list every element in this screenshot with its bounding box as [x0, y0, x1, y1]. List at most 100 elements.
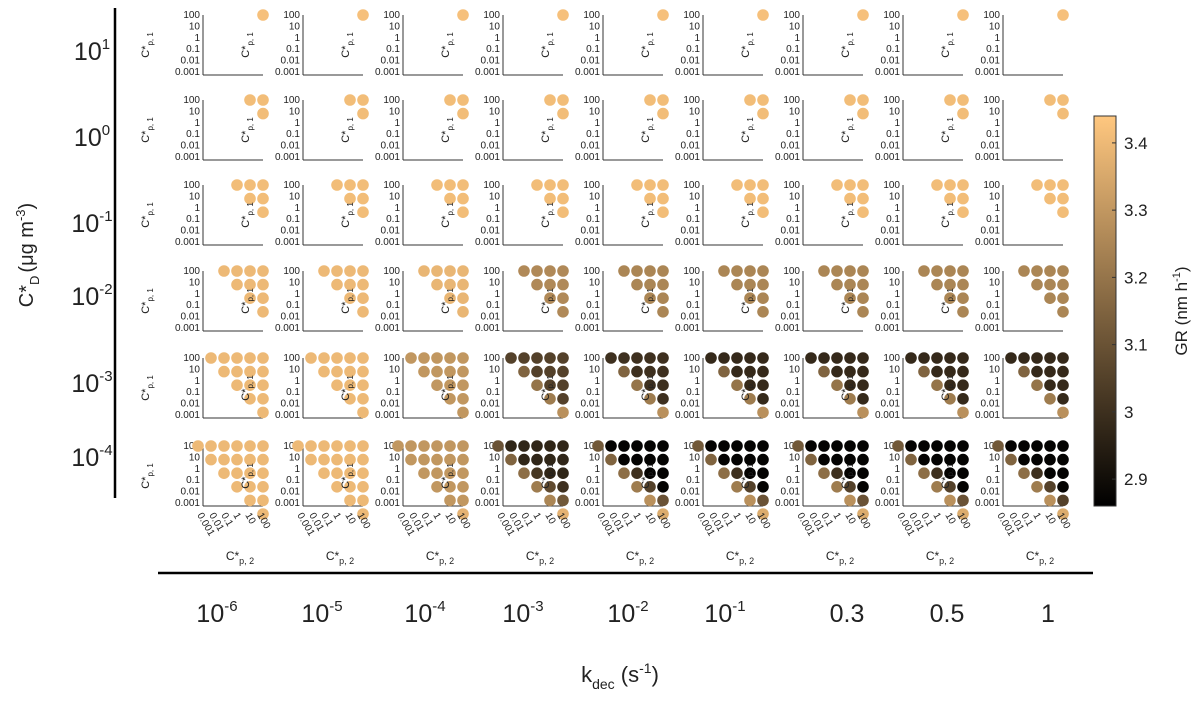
subplot-y-label: C*p, 1 [240, 375, 255, 401]
data-point [1057, 393, 1069, 405]
subplot-y-tick-label: 0.01 [781, 141, 801, 152]
subplot-y-tick-label: 1 [494, 203, 500, 214]
data-point [257, 365, 269, 378]
data-point [957, 107, 969, 120]
subplot-y-tick-label: 0.001 [575, 410, 600, 421]
data-point [931, 352, 943, 364]
data-point [444, 393, 456, 405]
data-point [405, 352, 417, 364]
data-point [431, 481, 443, 493]
data-point [631, 453, 643, 466]
subplot-x-tick-label: 10 [442, 511, 457, 527]
data-point [918, 352, 930, 364]
subplot-y-tick-label: 0.001 [975, 410, 1000, 421]
subplot-y-tick-label: 1 [294, 118, 300, 129]
subplot-x-tick-label: 10 [842, 511, 857, 527]
subplot-y-label: C*p, 1 [540, 117, 555, 143]
data-point [905, 440, 917, 452]
data-point [357, 467, 369, 480]
subplot-y-tick-label: 0.01 [581, 56, 601, 67]
subplot-y-tick-label: 0.01 [881, 399, 901, 410]
subplot-x-tick-label: 1 [730, 511, 743, 522]
data-point [644, 278, 656, 291]
subplot-y-tick-label: 10 [689, 452, 701, 463]
data-point [631, 440, 643, 452]
data-point [805, 352, 817, 364]
subplot-y-tick-label: 10 [489, 21, 501, 32]
subplot-y-tick-label: 100 [883, 441, 900, 452]
subplot-y-tick-label: 0.001 [975, 237, 1000, 248]
data-point [1044, 94, 1056, 106]
data-point [544, 440, 556, 452]
data-point [692, 440, 704, 452]
data-point [431, 179, 443, 191]
data-point [631, 278, 643, 291]
subplot-y-tick-label: 10 [689, 106, 701, 117]
data-point [357, 481, 369, 493]
subplot-y-tick-label: 0.001 [175, 498, 200, 509]
data-point [505, 352, 517, 364]
data-point [657, 379, 669, 392]
data-point [844, 481, 856, 493]
subplot-y-tick-label: 100 [683, 441, 700, 452]
data-point [657, 206, 669, 218]
subplot-y-tick-label: 10 [389, 452, 401, 463]
subplot-y-tick-label: 0.001 [475, 67, 500, 78]
subplot-x-label: C*p, 2 [826, 549, 854, 566]
data-point [857, 192, 869, 205]
data-point [818, 453, 830, 466]
data-point [605, 453, 617, 466]
subplot-y-tick-label: 0.001 [575, 67, 600, 78]
subplot-y-tick-label: 1 [394, 203, 400, 214]
subplot-y-tick-label: 100 [383, 266, 400, 277]
data-point [818, 467, 830, 480]
data-point [318, 440, 330, 452]
subplot-y-tick-label: 0.1 [286, 387, 300, 398]
subplot-y-tick-label: 100 [783, 441, 800, 452]
subplot-y-tick-label: 10 [789, 21, 801, 32]
data-point [618, 365, 630, 378]
subplot-y-tick-label: 100 [983, 353, 1000, 364]
subplot-y-tick-label: 0.1 [386, 387, 400, 398]
data-point [257, 278, 269, 291]
subplot-y-tick-label: 1 [394, 376, 400, 387]
subplot-y-tick-label: 100 [683, 353, 700, 364]
data-point [518, 352, 530, 364]
data-point [857, 107, 869, 120]
data-point [657, 494, 669, 507]
data-point [218, 440, 230, 452]
subplot-y-tick-label: 10 [989, 191, 1001, 202]
subplot-y-tick-label: 0.1 [486, 129, 500, 140]
data-point [744, 379, 756, 392]
data-point [757, 393, 769, 405]
data-point [992, 440, 1004, 452]
data-point [657, 278, 669, 291]
subplot-y-tick-label: 10 [889, 364, 901, 375]
subplot-y-tick-label: 10 [189, 106, 201, 117]
data-point [1044, 179, 1056, 191]
data-point [244, 94, 256, 106]
subplot-y-tick-label: 0.001 [475, 323, 500, 334]
data-point [1057, 107, 1069, 120]
subplot-x-tick-label: 1 [330, 511, 343, 522]
colorbar-tick-label: 3.4 [1124, 134, 1148, 153]
data-point [857, 265, 869, 277]
column-label: 1 [1041, 600, 1055, 628]
data-point [557, 206, 569, 218]
column-label: 0.5 [930, 600, 965, 628]
subplot-y-tick-label: 10 [889, 21, 901, 32]
subplot-y-tick-label: 0.001 [875, 410, 900, 421]
data-point [557, 94, 569, 106]
data-point [231, 365, 243, 378]
data-point [431, 265, 443, 277]
subplot-y-tick-label: 100 [383, 353, 400, 364]
subplot-x-label: C*p, 2 [426, 549, 454, 566]
data-point [644, 393, 656, 405]
